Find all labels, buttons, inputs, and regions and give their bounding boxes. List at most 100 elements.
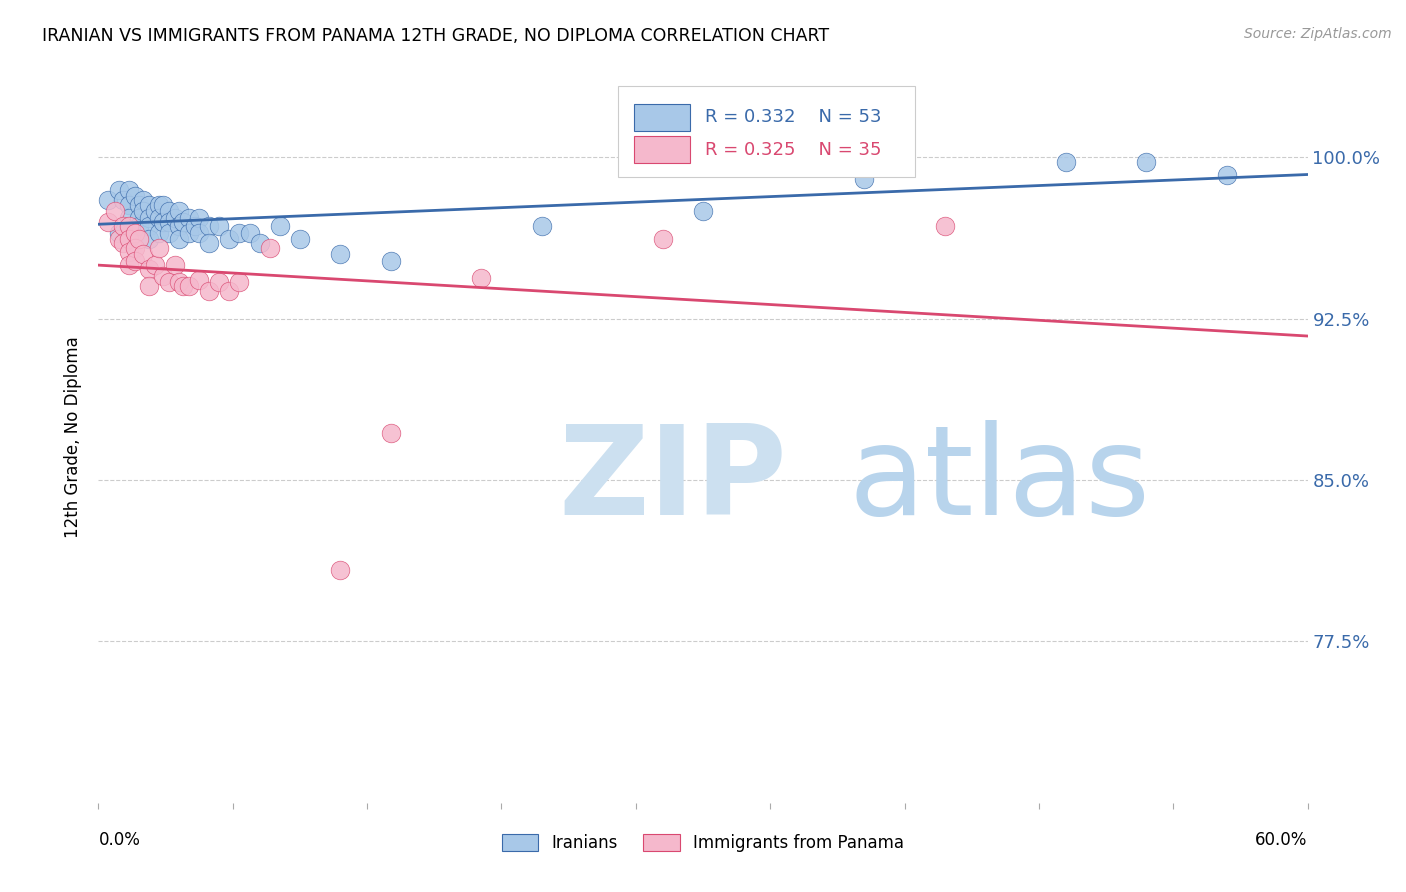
FancyBboxPatch shape — [619, 86, 915, 178]
Point — [138, 211, 160, 225]
Point — [269, 219, 291, 234]
Point — [198, 284, 221, 298]
Point — [118, 232, 141, 246]
Point — [198, 236, 221, 251]
Point — [1216, 168, 1239, 182]
Point — [470, 271, 492, 285]
Point — [152, 215, 174, 229]
Point — [530, 219, 553, 234]
Point — [97, 215, 120, 229]
Point — [198, 219, 221, 234]
Point — [138, 219, 160, 234]
Point — [157, 204, 180, 219]
Point — [179, 226, 201, 240]
Point — [118, 245, 141, 260]
Point — [118, 198, 141, 212]
Legend: Iranians, Immigrants from Panama: Iranians, Immigrants from Panama — [494, 825, 912, 860]
Point — [132, 194, 155, 208]
Point — [228, 226, 250, 240]
Point — [259, 241, 281, 255]
Point — [167, 219, 190, 234]
Point — [118, 258, 141, 272]
Point — [148, 226, 170, 240]
Point — [128, 232, 150, 246]
Point — [1054, 154, 1077, 169]
Text: ZIP: ZIP — [558, 420, 786, 541]
Point — [124, 226, 146, 240]
Point — [111, 194, 134, 208]
Point — [138, 262, 160, 277]
Point — [138, 279, 160, 293]
Point — [143, 258, 166, 272]
Point — [163, 258, 186, 272]
Point — [148, 198, 170, 212]
Y-axis label: 12th Grade, No Diploma: 12th Grade, No Diploma — [65, 336, 83, 538]
Point — [111, 219, 134, 234]
Text: 60.0%: 60.0% — [1256, 830, 1308, 849]
Point — [143, 204, 166, 219]
Point — [172, 215, 194, 229]
Point — [148, 211, 170, 225]
Point — [208, 275, 231, 289]
Point — [853, 172, 876, 186]
Point — [380, 253, 402, 268]
Point — [188, 226, 211, 240]
Point — [228, 275, 250, 289]
Point — [172, 279, 194, 293]
Point — [107, 232, 129, 246]
Point — [138, 232, 160, 246]
Point — [692, 204, 714, 219]
Text: R = 0.332    N = 53: R = 0.332 N = 53 — [706, 109, 882, 127]
Point — [329, 564, 352, 578]
Point — [132, 204, 155, 219]
Point — [148, 241, 170, 255]
Point — [167, 275, 190, 289]
Point — [179, 211, 201, 225]
Point — [97, 194, 120, 208]
Point — [152, 198, 174, 212]
Point — [118, 183, 141, 197]
Point — [128, 219, 150, 234]
Point — [218, 284, 240, 298]
Point — [132, 247, 155, 261]
Text: R = 0.325    N = 35: R = 0.325 N = 35 — [706, 141, 882, 159]
Point — [208, 219, 231, 234]
Point — [188, 211, 211, 225]
Text: atlas: atlas — [848, 420, 1150, 541]
Point — [651, 232, 673, 246]
Point — [239, 226, 262, 240]
Point — [288, 232, 311, 246]
Point — [380, 425, 402, 440]
Point — [118, 219, 141, 234]
Point — [128, 211, 150, 225]
Point — [249, 236, 271, 251]
FancyBboxPatch shape — [634, 104, 690, 130]
Text: IRANIAN VS IMMIGRANTS FROM PANAMA 12TH GRADE, NO DIPLOMA CORRELATION CHART: IRANIAN VS IMMIGRANTS FROM PANAMA 12TH G… — [42, 27, 830, 45]
Point — [124, 189, 146, 203]
Text: 0.0%: 0.0% — [98, 830, 141, 849]
Point — [218, 232, 240, 246]
Point — [329, 247, 352, 261]
Point — [934, 219, 956, 234]
Point — [118, 211, 141, 225]
Point — [167, 204, 190, 219]
Point — [163, 211, 186, 225]
Point — [107, 183, 129, 197]
Point — [103, 204, 125, 219]
Point — [179, 279, 201, 293]
Point — [184, 219, 207, 234]
Text: Source: ZipAtlas.com: Source: ZipAtlas.com — [1244, 27, 1392, 41]
Point — [138, 198, 160, 212]
Point — [157, 275, 180, 289]
Point — [124, 241, 146, 255]
Point — [157, 215, 180, 229]
Point — [107, 226, 129, 240]
Point — [167, 232, 190, 246]
Point — [1135, 154, 1157, 169]
FancyBboxPatch shape — [634, 136, 690, 163]
Point — [152, 268, 174, 283]
Point — [124, 253, 146, 268]
Point — [188, 273, 211, 287]
Point — [128, 198, 150, 212]
Point — [157, 226, 180, 240]
